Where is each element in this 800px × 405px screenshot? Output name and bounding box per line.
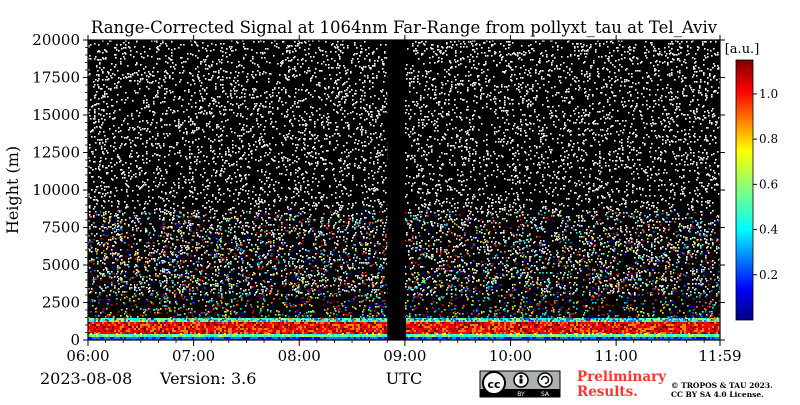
heatmap-cells	[88, 40, 720, 340]
copyright-line1: © TROPOS & TAU 2023.	[671, 381, 773, 390]
heatmap-layer	[88, 210, 720, 337]
x-tick-label: 10:00	[489, 347, 532, 365]
colorbar-tick-label: 0.6	[759, 177, 778, 191]
y-tick-label: 0	[70, 331, 80, 349]
y-tick-label: 10000	[32, 181, 80, 199]
y-tick-label: 20000	[32, 31, 80, 49]
x-axis-label: UTC	[386, 369, 422, 388]
x-tick-label: 11:00	[595, 347, 638, 365]
heatmap-layer	[88, 211, 720, 337]
y-tick-label: 7500	[42, 219, 80, 237]
colorbar-tick-label: 0.8	[759, 132, 778, 146]
y-axis: 0 2500 5000 7500 10000 12500 15000 17500 20000	[32, 31, 725, 349]
y-tick-label: 17500	[32, 69, 80, 87]
preliminary-notice-line2: Results.	[577, 384, 638, 400]
x-tick-label: 07:00	[172, 347, 215, 365]
x-tick-label: 11:59	[698, 347, 741, 365]
chart-title: Range-Corrected Signal at 1064nm Far-Ran…	[91, 18, 718, 37]
copyright-line2: CC BY SA 4.0 License.	[671, 390, 764, 399]
svg-text:SA: SA	[541, 391, 550, 398]
y-tick-label: 12500	[32, 144, 80, 162]
heatmap-layer	[88, 40, 720, 331]
svg-text:BY: BY	[517, 391, 525, 398]
x-axis: 06:00 07:00 08:00 09:00 10:00 11:00 11:59	[66, 35, 742, 365]
missing-data-gap	[387, 40, 405, 340]
x-tick-label: 08:00	[278, 347, 321, 365]
footer-version: Version: 3.6	[159, 369, 256, 388]
colorbar-tick-label: 0.2	[759, 268, 778, 282]
y-axis-label: Height (m)	[3, 146, 22, 234]
preliminary-notice-line1: Preliminary	[577, 369, 667, 385]
y-tick-label: 15000	[32, 106, 80, 124]
colorbar	[735, 59, 754, 321]
y-tick-label: 2500	[42, 294, 80, 312]
colorbar-ticks: 0.2 0.4 0.6 0.8 1.0	[753, 87, 778, 282]
footer-date: 2023-08-08	[40, 369, 132, 388]
x-tick-label: 09:00	[383, 347, 426, 365]
colorbar-label: [a.u.]	[725, 42, 760, 57]
colorbar-tick-label: 0.4	[759, 223, 778, 237]
cc-by-sa-license-badge: cc BY SA	[479, 370, 561, 398]
svg-text:cc: cc	[487, 378, 500, 391]
y-tick-label: 5000	[42, 256, 80, 274]
colorbar-tick-label: 1.0	[759, 87, 778, 101]
x-tick-label: 06:00	[66, 347, 109, 365]
